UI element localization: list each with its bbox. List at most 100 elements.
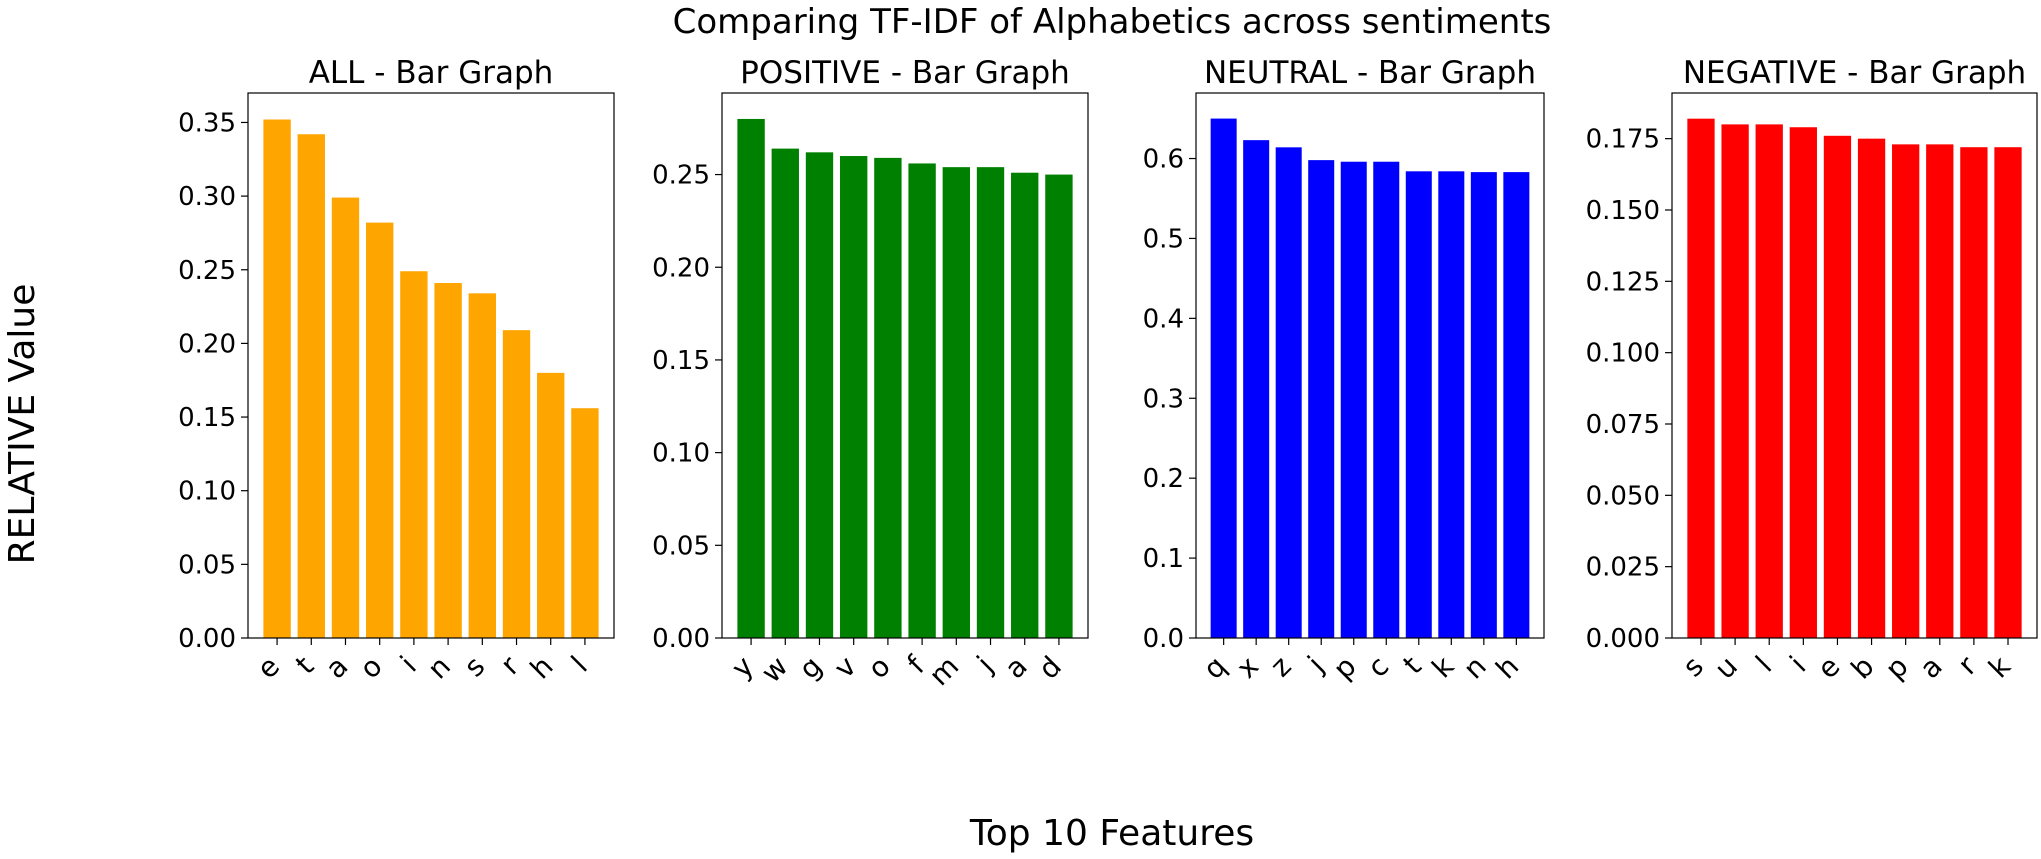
x-tick-label: g	[793, 650, 829, 686]
y-tick-label: 0.0	[1143, 624, 1184, 654]
bar-n	[434, 283, 462, 638]
y-tick-label: 0.10	[178, 477, 236, 507]
bar-g	[805, 152, 834, 638]
x-tick-label: l	[565, 650, 594, 679]
x-tick-label: q	[1197, 650, 1233, 686]
x-tick-label: o	[861, 650, 896, 685]
x-tick-label: e	[251, 650, 287, 686]
x-tick-label: h	[1489, 650, 1525, 686]
subplot-title: NEGATIVE - Bar Graph	[1683, 55, 2026, 91]
y-tick-label: 0.15	[652, 346, 710, 376]
y-tick-label: 0.100	[1586, 339, 1660, 369]
subplots: ALL - Bar Graph 0.00 0.05 0.10 0.15 0.20 0.25 0…	[178, 55, 2038, 693]
x-tick-label: c	[1361, 650, 1395, 684]
x-tick-label: l	[1749, 650, 1778, 679]
x-tick-label: t	[1397, 650, 1428, 681]
y-tick-label: 0.4	[1143, 304, 1184, 334]
x-tick-label: j	[970, 650, 1000, 680]
bar-u	[1721, 124, 1749, 638]
y-tick-label: 0.20	[652, 253, 710, 283]
x-tick-label: i	[1783, 650, 1812, 679]
y-tick-label: 0.050	[1586, 481, 1660, 511]
bar-y	[737, 118, 765, 638]
x-tick-label: r	[1951, 649, 1983, 681]
x-tick-label: j	[1301, 650, 1331, 680]
y-tick-label: 0.05	[178, 550, 236, 580]
axes-frame	[721, 92, 1089, 639]
bar-j	[976, 167, 1005, 638]
y-tick-label: 0.125	[1586, 267, 1660, 297]
x-tick-label: h	[524, 650, 560, 686]
bar-k	[1438, 171, 1465, 638]
x-tick-label: a	[1913, 650, 1948, 685]
bar-a	[1011, 172, 1039, 639]
bar-t	[297, 134, 325, 639]
x-tick-label: e	[1811, 650, 1847, 686]
axes-frame	[1195, 92, 1545, 639]
bar-f	[908, 163, 936, 638]
bar-i	[1789, 127, 1817, 638]
bar-s	[468, 293, 496, 638]
bar-o	[874, 157, 902, 638]
x-tick-label: v	[828, 650, 863, 685]
subplot-title: POSITIVE - Bar Graph	[740, 55, 1070, 91]
y-tick-label: 0.6	[1143, 145, 1184, 175]
bar-r	[1960, 147, 1988, 638]
x-tick-label: k	[1425, 649, 1460, 684]
bar-l	[571, 408, 599, 638]
x-tick-label: i	[394, 650, 423, 679]
bar-s	[1687, 118, 1715, 639]
y-tick-label: 0.175	[1586, 125, 1660, 155]
x-tick-label: w	[755, 650, 795, 690]
y-tick-label: 0.15	[178, 403, 236, 433]
axes-frame	[1671, 92, 2038, 639]
bar-k	[1994, 147, 2022, 638]
bar-h	[1503, 172, 1530, 638]
y-tick-label: 0.1	[1143, 544, 1184, 574]
x-tick-label: m	[923, 650, 966, 693]
x-tick-label: n	[1457, 650, 1493, 686]
bar-a	[1926, 144, 1954, 638]
y-tick-label: 0.10	[652, 439, 710, 469]
figure-title: Comparing TF-IDF of Alphabetics across s…	[673, 2, 1552, 42]
bar-e	[263, 119, 291, 639]
x-tick-label: s	[458, 650, 492, 684]
x-tick-label: n	[421, 650, 457, 686]
y-tick-label: 0.2	[1143, 464, 1184, 494]
x-tick-label: p	[1327, 650, 1363, 686]
bar-a	[331, 197, 360, 638]
x-tick-label: p	[1879, 650, 1915, 686]
y-tick-label: 0.25	[178, 256, 236, 286]
bar-i	[400, 271, 428, 638]
y-tick-label: 0.35	[178, 108, 236, 138]
bar-j	[1308, 160, 1335, 638]
x-tick-label: x	[1230, 650, 1265, 685]
x-tick-label: o	[353, 650, 388, 685]
bar-m	[942, 167, 970, 638]
bar-h	[537, 372, 565, 638]
bar-n	[1470, 172, 1497, 638]
bar-z	[1275, 147, 1302, 638]
subplot-title: NEUTRAL - Bar Graph	[1204, 55, 1536, 91]
subplot-positive: POSITIVE - Bar Graph 0.00 0.05 0.10 0.15 0.20…	[652, 55, 1089, 693]
x-tick-label: s	[1676, 650, 1710, 684]
bar-q	[1210, 118, 1237, 639]
y-tick-label: 0.00	[652, 624, 710, 654]
figure-x-axis-label: Top 10 Features	[969, 813, 1254, 854]
bar-x	[1243, 140, 1270, 639]
y-tick-label: 0.05	[652, 531, 710, 561]
bar-o	[366, 222, 394, 638]
y-tick-label: 0.20	[178, 329, 236, 359]
x-tick-label: a	[998, 650, 1033, 685]
y-tick-label: 0.3	[1143, 384, 1184, 414]
x-tick-label: a	[319, 650, 354, 685]
subplot-title: ALL - Bar Graph	[309, 55, 554, 91]
bar-p	[1340, 161, 1367, 638]
x-tick-label: u	[1708, 650, 1744, 686]
bar-w	[771, 148, 799, 638]
bar-e	[1823, 135, 1852, 639]
x-tick-label: d	[1032, 650, 1068, 686]
bar-p	[1892, 144, 1920, 638]
y-tick-label: 0.025	[1586, 553, 1660, 583]
